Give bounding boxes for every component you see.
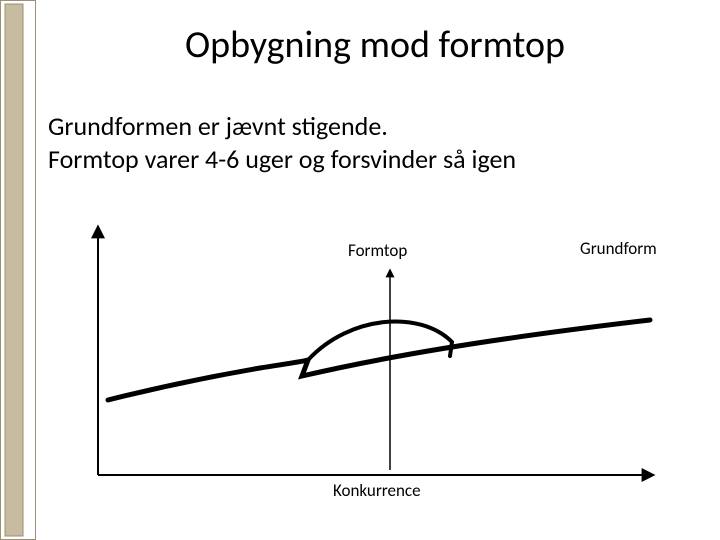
formtop-bump (308, 321, 452, 360)
label-formtop: Formtop (348, 240, 407, 261)
label-konkurrence: Konkurrence (333, 480, 421, 501)
body-line-1: Grundformen er jævnt stigende. (48, 110, 690, 143)
baseline-curve (108, 320, 650, 400)
slide: Opbygning mod formtop Grundformen er jæv… (0, 0, 720, 540)
body-line-2: Formtop varer 4-6 uger og forsvinder så … (48, 143, 690, 176)
label-grundform: Grundform (580, 238, 657, 259)
form-chart: Formtop Grundform Konkurrence (80, 220, 670, 520)
side-strip (0, 0, 36, 540)
page-title: Opbygning mod formtop (60, 22, 690, 68)
side-strip-inner (5, 4, 23, 536)
body-text: Grundformen er jævnt stigende. Formtop v… (48, 110, 690, 175)
